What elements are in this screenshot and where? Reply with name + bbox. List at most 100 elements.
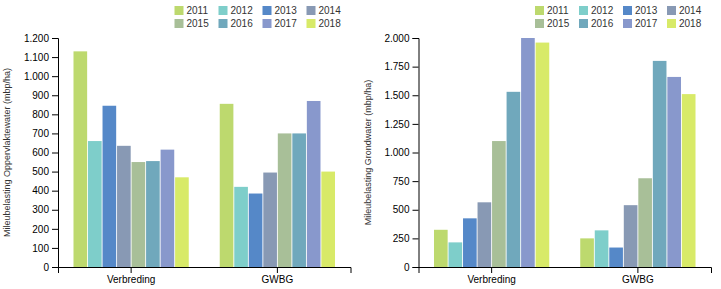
legend-swatch [307, 6, 316, 15]
tick-mark [52, 95, 58, 96]
bar [175, 177, 189, 267]
legend-item: 2016 [219, 18, 254, 29]
tick-label: GWBG [622, 274, 654, 285]
tick: 1.200 [24, 33, 58, 44]
legend-label: 2017 [275, 18, 298, 29]
legend-label: 2011 [187, 5, 209, 16]
tick-label: 300 [32, 204, 49, 215]
tick-mark [52, 153, 58, 154]
tick: 1.100 [24, 52, 58, 63]
bars [73, 51, 335, 267]
tick-label: 600 [32, 147, 49, 158]
tick-mark [413, 267, 419, 268]
tick-label: 2.000 [384, 33, 409, 44]
tick: 250 [393, 233, 419, 244]
bars [434, 38, 696, 267]
tick-label: 1.500 [384, 90, 409, 101]
bar [521, 38, 535, 267]
legend-label: 2014 [319, 5, 342, 16]
tick-mark [52, 114, 58, 115]
y-axis-title: Mileubelasting Oppervlaktewater (mbp/ha) [2, 68, 12, 237]
axis-line [59, 268, 352, 274]
tick: 300 [32, 204, 58, 215]
tick: 1.000 [384, 147, 418, 158]
legend-label: 2016 [591, 18, 614, 29]
legend-label: 2015 [547, 18, 570, 29]
legend-label: 2014 [679, 5, 702, 16]
legend-label: 2012 [591, 5, 614, 16]
bar [132, 162, 146, 267]
bar [624, 205, 638, 267]
tick-mark [52, 76, 58, 77]
figure: 01002003004005006007008009001.0001.1001.… [0, 0, 721, 289]
bar [507, 92, 521, 267]
legend-label: 2012 [231, 5, 254, 16]
legend-swatch [307, 19, 316, 28]
tick-label: 1.250 [384, 119, 409, 130]
legend-item: 2018 [307, 18, 342, 29]
bar-series [73, 51, 233, 267]
tick-mark [52, 210, 58, 211]
tick-label: Verbreding [107, 274, 155, 285]
legend-item: 2015 [535, 18, 570, 29]
tick-mark [52, 172, 58, 173]
tick-label: 700 [32, 128, 49, 139]
legend: 20112012201320142015201620172018 [535, 5, 702, 29]
bar [73, 51, 87, 267]
tick: 200 [32, 224, 58, 235]
legend-swatch [623, 19, 632, 28]
legend-swatch [579, 19, 588, 28]
bar [321, 172, 335, 267]
legend-label: 2018 [319, 18, 342, 29]
bar [638, 178, 652, 267]
tick-label: 250 [393, 233, 410, 244]
tick-label: 1.100 [24, 52, 49, 63]
legend-item: 2017 [623, 18, 658, 29]
tick: 1.000 [24, 71, 58, 82]
legend-swatch [623, 6, 632, 15]
tick: 1.750 [384, 61, 418, 72]
bar [653, 61, 667, 267]
axis-line [413, 39, 420, 268]
tick-mark [52, 248, 58, 249]
bar [103, 106, 117, 267]
bar [667, 77, 681, 267]
legend-item: 2011 [175, 5, 209, 16]
bar-series [536, 43, 696, 267]
tick-label: Verbreding [467, 274, 515, 285]
tick-label: 800 [32, 109, 49, 120]
plot-area: 01002003004005006007008009001.0001.1001.… [2, 5, 351, 285]
bar [609, 248, 623, 267]
bar [292, 133, 306, 267]
tick: 400 [32, 185, 58, 196]
legend-item: 2013 [623, 5, 658, 16]
legend-item: 2011 [535, 5, 569, 16]
bar-series [132, 133, 292, 267]
tick-label: 900 [32, 90, 49, 101]
bar-series [103, 106, 263, 267]
legend-item: 2015 [175, 18, 210, 29]
bar [146, 161, 160, 267]
tick-label: 1.000 [384, 147, 409, 158]
legend: 20112012201320142015201620172018 [175, 5, 342, 29]
bar-series [521, 38, 681, 267]
tick-label: 750 [393, 176, 410, 187]
tick-label: 0 [404, 262, 410, 273]
legend-label: 2017 [635, 18, 658, 29]
tick: 600 [32, 147, 58, 158]
bar [88, 141, 102, 267]
legend-swatch [219, 19, 228, 28]
tick: 1.250 [384, 119, 418, 130]
tick-mark [413, 95, 419, 96]
legend-swatch [667, 19, 676, 28]
bar [595, 230, 609, 267]
tick-label: 1.200 [24, 33, 49, 44]
tick-mark [52, 38, 58, 39]
tick-mark [413, 153, 419, 154]
tick: 1.500 [384, 90, 418, 101]
bar [580, 238, 594, 267]
tick: 100 [32, 243, 58, 254]
legend-swatch [175, 6, 184, 15]
tick: 750 [393, 176, 419, 187]
tick: 700 [32, 128, 58, 139]
